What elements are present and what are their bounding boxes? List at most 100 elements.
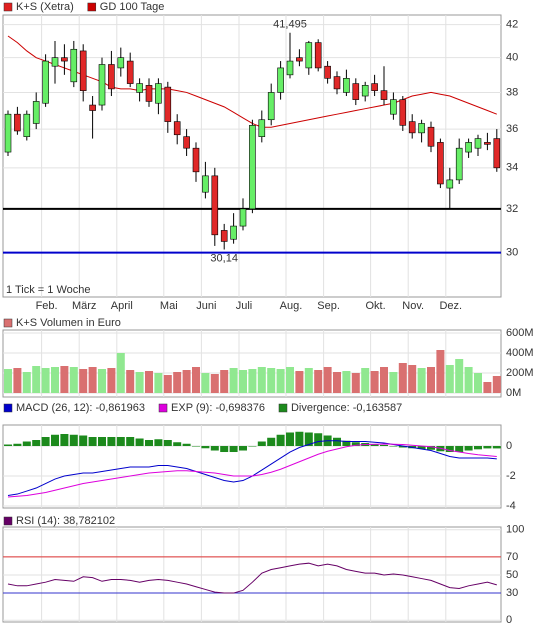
volume-bar bbox=[163, 375, 172, 393]
y-tick-label: 200M bbox=[506, 367, 534, 379]
volume-bar bbox=[257, 367, 266, 393]
volume-bar bbox=[483, 382, 492, 393]
note: 1 Tick = 1 Woche bbox=[6, 284, 90, 296]
divergence-bar bbox=[4, 444, 12, 447]
candle-body bbox=[117, 57, 125, 69]
volume-bar bbox=[98, 369, 106, 393]
divergence-bar bbox=[220, 446, 229, 453]
divergence-bar bbox=[370, 444, 379, 447]
volume-bar bbox=[314, 370, 323, 393]
y-tick-label: 36 bbox=[506, 123, 518, 135]
volume-bar bbox=[41, 368, 50, 393]
volume-bar bbox=[455, 359, 464, 393]
volume-bar bbox=[229, 368, 238, 393]
legend-label: MACD (26, 12): -0,861963 bbox=[16, 402, 145, 414]
candle-body bbox=[230, 225, 237, 240]
y-tick-label: 100 bbox=[506, 524, 524, 536]
volume-bar bbox=[22, 372, 31, 393]
x-tick-label: April bbox=[111, 300, 133, 312]
volume-bar bbox=[154, 373, 163, 393]
candle-body bbox=[296, 57, 303, 62]
y-tick-label: 40 bbox=[506, 52, 518, 64]
candle-body bbox=[249, 125, 256, 210]
legend-swatch bbox=[87, 2, 97, 12]
volume-bar bbox=[351, 373, 360, 393]
volume-bar bbox=[380, 367, 388, 393]
candle-body bbox=[51, 57, 59, 67]
divergence-bar bbox=[51, 434, 59, 447]
volume-bar bbox=[239, 370, 247, 393]
candle-body bbox=[239, 208, 247, 227]
candle-body bbox=[314, 42, 322, 69]
x-tick-label: Juni bbox=[196, 300, 216, 312]
candle-body bbox=[183, 136, 190, 149]
candle-body bbox=[211, 175, 219, 236]
volume-bar bbox=[79, 369, 88, 393]
candle-body bbox=[305, 42, 313, 69]
candle-body bbox=[164, 86, 172, 122]
volume-bar bbox=[145, 371, 153, 393]
volume-bar bbox=[286, 367, 294, 393]
volume-bar bbox=[417, 368, 426, 393]
divergence-bar bbox=[173, 442, 182, 447]
candle-body bbox=[155, 83, 162, 104]
legend-swatch bbox=[158, 403, 168, 413]
divergence-bar bbox=[333, 437, 341, 447]
legend-label: K+S (Xetra) bbox=[16, 1, 74, 13]
candle-body bbox=[89, 104, 96, 111]
volume-bar bbox=[88, 367, 97, 393]
divergence-bar bbox=[455, 446, 464, 453]
divergence-bar bbox=[314, 433, 323, 447]
divergence-bar bbox=[135, 438, 144, 447]
divergence-bar bbox=[295, 431, 304, 447]
candle-body bbox=[324, 65, 331, 79]
candle-body bbox=[126, 60, 134, 84]
divergence-bar bbox=[398, 446, 407, 448]
volume-bar bbox=[126, 370, 135, 393]
y-tick-label: 42 bbox=[506, 19, 518, 31]
y-tick-label: -2 bbox=[506, 470, 516, 482]
divergence-bar bbox=[286, 432, 294, 447]
divergence-bar bbox=[342, 440, 351, 447]
x-tick-label: März bbox=[72, 300, 96, 312]
divergence-bar bbox=[126, 437, 135, 447]
divergence-bar bbox=[427, 446, 435, 450]
divergence-bar bbox=[98, 437, 106, 447]
y-tick-label: 30 bbox=[506, 587, 518, 599]
volume-bar bbox=[323, 367, 332, 393]
candle-body bbox=[14, 113, 21, 132]
line-series bbox=[7, 443, 497, 498]
annotation: 41,495 bbox=[273, 19, 307, 31]
volume-bar bbox=[210, 374, 219, 393]
candle-body bbox=[258, 119, 266, 137]
divergence-bar bbox=[69, 434, 78, 447]
y-tick-label: 0 bbox=[506, 614, 512, 626]
volume-bar bbox=[69, 367, 78, 393]
divergence-bar bbox=[276, 434, 285, 447]
candle-body bbox=[352, 83, 360, 100]
candle-body bbox=[437, 142, 444, 185]
divergence-bar bbox=[492, 446, 501, 449]
divergence-bar bbox=[163, 440, 172, 447]
volume-bar bbox=[13, 368, 22, 393]
candle-body bbox=[380, 90, 388, 100]
divergence-bar bbox=[417, 446, 426, 450]
y-tick-label: 600M bbox=[506, 327, 534, 339]
legend-swatch bbox=[3, 403, 13, 413]
candle-body bbox=[484, 142, 491, 145]
volume-bar bbox=[201, 373, 210, 393]
volume-bar bbox=[474, 373, 482, 393]
volume-bar bbox=[295, 371, 304, 393]
volume-bar bbox=[276, 369, 285, 393]
y-tick-label: 50 bbox=[506, 569, 518, 581]
volume-bar bbox=[361, 368, 370, 393]
y-tick-label: 34 bbox=[506, 162, 518, 174]
volume-bar bbox=[427, 367, 435, 393]
x-tick-label: Mai bbox=[160, 300, 178, 312]
candle-body bbox=[145, 85, 153, 102]
volume-bar bbox=[248, 369, 257, 393]
candle-body bbox=[390, 99, 397, 115]
divergence-bar bbox=[41, 437, 50, 447]
volume-bar bbox=[116, 353, 125, 393]
